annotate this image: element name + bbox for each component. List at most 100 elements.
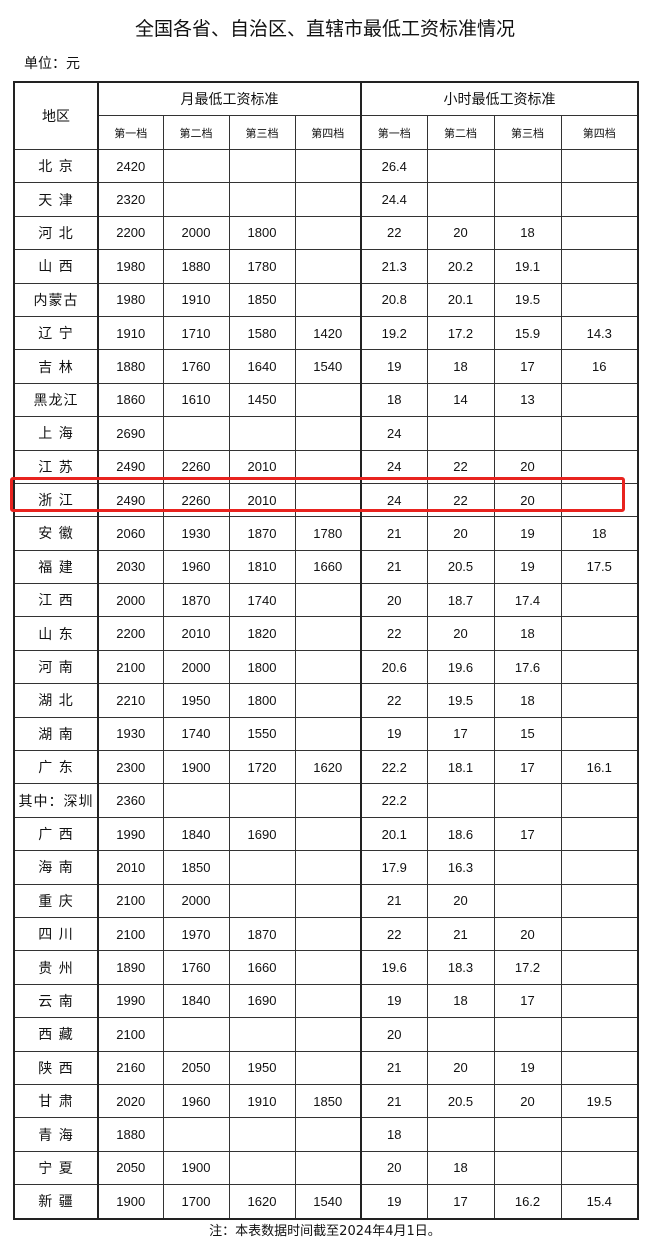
monthly-cell (294, 382, 362, 418)
monthly-cell: 1980 (97, 249, 164, 284)
hourly-cell: 21 (360, 1083, 428, 1119)
monthly-cell (294, 1117, 362, 1152)
region-cell: 天 津 (13, 182, 99, 217)
table-row: 上 海 2690 24 (13, 416, 639, 451)
hourly-cell: 21 (360, 549, 428, 585)
hourly-cell: 21 (360, 883, 428, 918)
hourly-cell: 16.3 (426, 850, 495, 885)
hourly-cell: 19.5 (493, 282, 562, 317)
monthly-cell: 2690 (97, 416, 164, 451)
hourly-cell: 19.5 (426, 683, 495, 718)
hourly-cell (493, 148, 562, 184)
monthly-cell: 1990 (97, 983, 164, 1019)
hourly-cell: 18 (493, 683, 562, 718)
hourly-cell: 18 (360, 382, 428, 418)
hourly-cell (560, 850, 639, 885)
monthly-cell: 1840 (162, 983, 230, 1019)
table-row: 海 南 2010 1850 17.9 16.3 (13, 850, 639, 885)
monthly-cell (294, 816, 362, 852)
hourly-cell: 19 (493, 549, 562, 585)
hourly-cell: 16.2 (493, 1184, 562, 1219)
monthly-cell: 2050 (162, 1050, 230, 1085)
hourly-cell: 19.5 (560, 1083, 639, 1119)
monthly-cell: 1850 (294, 1083, 362, 1119)
header-monthly-tier-1: 第一档 (97, 115, 164, 150)
hourly-cell (560, 883, 639, 918)
hourly-cell (560, 916, 639, 952)
monthly-cell: 2210 (97, 683, 164, 718)
table-row: 黑龙江 1860 1610 1450 18 14 13 (13, 382, 639, 418)
region-cell: 海 南 (13, 850, 99, 885)
hourly-cell: 18.3 (426, 950, 495, 985)
monthly-cell: 1760 (162, 349, 230, 384)
monthly-cell: 2420 (97, 148, 164, 184)
header-row-tiers: 第一档 第二档 第三档 第四档 第一档 第二档 第三档 第四档 (14, 115, 639, 150)
monthly-cell (162, 1117, 230, 1152)
monthly-cell: 1540 (294, 1184, 362, 1219)
monthly-cell (228, 148, 296, 184)
monthly-cell: 2320 (97, 182, 164, 217)
monthly-cell (228, 850, 296, 885)
page-title: 全国各省、自治区、直辖市最低工资标准情况 (134, 18, 515, 40)
hourly-cell: 21.3 (360, 249, 428, 284)
monthly-cell: 1900 (162, 1150, 230, 1186)
hourly-cell: 17.5 (560, 549, 639, 585)
hourly-cell (560, 1017, 639, 1052)
hourly-cell: 20 (426, 516, 495, 551)
hourly-cell (560, 182, 639, 217)
monthly-cell: 1950 (162, 683, 230, 718)
region-cell: 青 海 (13, 1117, 99, 1152)
monthly-cell: 1740 (162, 716, 230, 752)
hourly-cell: 17 (493, 983, 562, 1019)
region-cell: 内蒙古 (13, 282, 99, 317)
monthly-cell (294, 850, 362, 885)
hourly-cell (493, 850, 562, 885)
hourly-cell: 21 (360, 516, 428, 551)
hourly-cell (560, 983, 639, 1019)
hourly-cell: 20.8 (360, 282, 428, 317)
monthly-cell (228, 416, 296, 451)
header-row-group: 地区 月最低工资标准 小时最低工资标准 (13, 81, 639, 150)
region-cell: 西 藏 (13, 1017, 99, 1052)
hourly-cell: 15 (493, 716, 562, 752)
hourly-cell: 24.4 (360, 182, 428, 217)
hourly-cell (493, 416, 562, 451)
monthly-cell: 1910 (228, 1083, 296, 1119)
hourly-cell: 22 (360, 916, 428, 952)
monthly-cell: 1800 (228, 683, 296, 718)
region-cell: 广 东 (13, 750, 99, 785)
hourly-cell: 19 (360, 349, 428, 384)
table-row: 云 南 1990 1840 1690 19 18 17 (13, 983, 639, 1019)
hourly-cell: 16.1 (560, 750, 639, 785)
region-cell: 贵 州 (13, 950, 99, 985)
table-row: 其中：深圳 2360 22.2 (13, 783, 639, 818)
monthly-cell (294, 883, 362, 918)
hourly-cell: 20 (426, 883, 495, 918)
monthly-cell: 1540 (294, 349, 362, 384)
hourly-cell: 22 (360, 683, 428, 718)
table-row: 湖 南 1930 1740 1550 19 17 15 (13, 716, 639, 752)
monthly-cell (294, 649, 362, 685)
hourly-cell: 21 (426, 916, 495, 952)
monthly-cell: 2160 (97, 1050, 164, 1085)
region-cell: 陕 西 (13, 1050, 99, 1085)
monthly-cell: 1550 (228, 716, 296, 752)
hourly-cell: 18 (426, 1150, 495, 1186)
hourly-cell: 18.6 (426, 816, 495, 852)
monthly-cell: 2050 (97, 1150, 164, 1186)
monthly-cell (228, 182, 296, 217)
monthly-cell: 1980 (97, 282, 164, 317)
hourly-cell: 18 (560, 516, 639, 551)
hourly-cell: 22 (360, 616, 428, 651)
region-cell: 甘 肃 (13, 1083, 99, 1119)
table-row: 山 西 1980 1880 1780 21.3 20.2 19.1 (13, 249, 639, 284)
monthly-cell: 2100 (97, 649, 164, 685)
monthly-cell: 1640 (228, 349, 296, 384)
region-cell: 江 西 (13, 583, 99, 618)
monthly-cell: 1720 (228, 750, 296, 785)
monthly-cell: 1870 (228, 516, 296, 551)
monthly-cell: 1620 (228, 1184, 296, 1219)
hourly-cell (493, 1017, 562, 1052)
monthly-cell: 1870 (228, 916, 296, 952)
monthly-cell: 1840 (162, 816, 230, 852)
